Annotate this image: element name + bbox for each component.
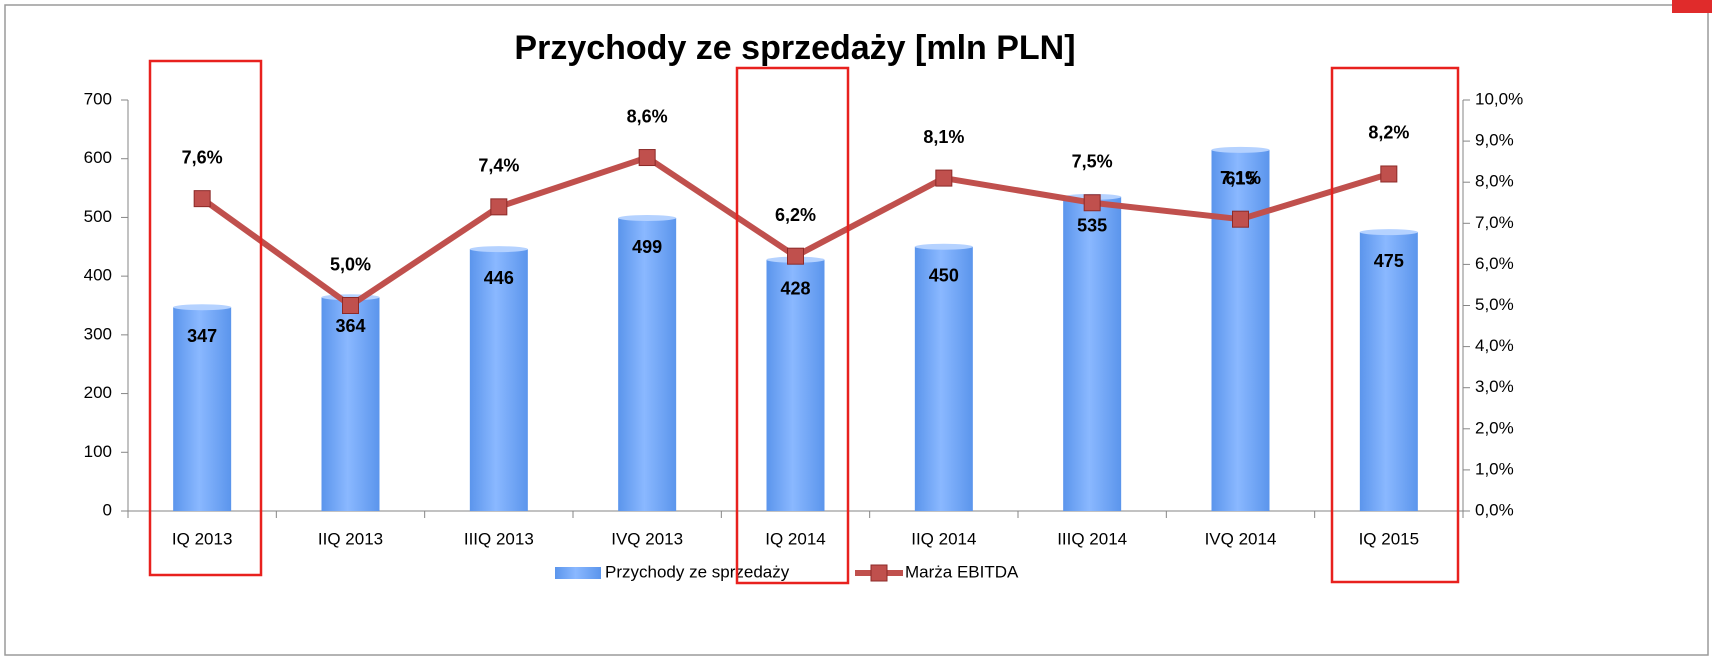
bar-cap: [1359, 229, 1418, 236]
bar-cap: [618, 215, 677, 222]
bar-value-label: 428: [780, 278, 810, 298]
legend-label: Przychody ze sprzedaży: [605, 562, 790, 581]
legend-label: Marża EBITDA: [905, 562, 1019, 581]
line-value-label: 7,1%: [1220, 168, 1261, 188]
line-value-label: 7,4%: [478, 156, 519, 176]
corner-tag: [1672, 0, 1712, 13]
line-value-label: 7,6%: [182, 147, 223, 167]
x-tick-label: IQ 2014: [765, 529, 826, 548]
bar: [321, 297, 380, 511]
bar-value-label: 347: [187, 326, 217, 346]
line-value-label: 7,5%: [1072, 152, 1113, 172]
y2-tick-label: 4,0%: [1475, 336, 1514, 355]
y2-tick-label: 1,0%: [1475, 459, 1514, 478]
line-marker: [193, 190, 211, 208]
x-tick-label: IIQ 2014: [911, 529, 976, 548]
plot: 0 100 200 300 400 500 600 700 0,0% 1,0% 2,0% 3,0% 4,…: [84, 89, 1523, 582]
y-tick-label: 700: [84, 89, 112, 108]
bar-value-label: 450: [929, 266, 959, 286]
bar: [1359, 232, 1418, 511]
y2-tick-label: 2,0%: [1475, 418, 1514, 437]
y-tick-label: 500: [84, 207, 112, 226]
x-tick-label: IIQ 2013: [318, 529, 383, 548]
line-marker: [1232, 210, 1249, 228]
x-tick-label: IVQ 2014: [1205, 529, 1277, 548]
line-marker: [638, 149, 656, 167]
bar: [766, 259, 825, 511]
line-marker: [935, 169, 953, 187]
x-tick-label: IVQ 2013: [611, 529, 683, 548]
y-tick-label: 300: [84, 324, 112, 343]
legend-marker: [870, 564, 888, 582]
chart-title: Przychody ze sprzedaży [mln PLN]: [514, 29, 1075, 67]
bar: [1063, 196, 1122, 511]
y-tick-label: 400: [84, 266, 112, 285]
y2-tick-label: 3,0%: [1475, 377, 1514, 396]
line-marker: [787, 247, 804, 265]
x-tick-label: IQ 2015: [1359, 529, 1420, 548]
bar: [1211, 149, 1270, 511]
y2-tick-label: 9,0%: [1475, 131, 1514, 150]
x-tick-label: IIIQ 2014: [1057, 529, 1127, 548]
line-value-label: 5,0%: [330, 254, 371, 274]
bar: [469, 249, 528, 512]
highlight-box: [148, 59, 263, 577]
bar-cap: [469, 246, 528, 253]
y-tick-label: 100: [84, 442, 112, 461]
y2-tick-label: 6,0%: [1475, 254, 1514, 273]
line-value-label: 8,6%: [627, 106, 668, 126]
bar-cap: [1211, 146, 1270, 153]
bar-value-label: 535: [1077, 216, 1107, 236]
y-tick-label: 200: [84, 383, 112, 402]
x-tick-label: IIIQ 2013: [464, 529, 534, 548]
line-marker: [1083, 194, 1101, 212]
y-tick-label: 600: [84, 148, 112, 167]
bar-value-label: 364: [335, 316, 365, 336]
bar-value-label: 446: [484, 268, 514, 288]
y2-tick-label: 8,0%: [1475, 172, 1514, 191]
y-tick-label: 0: [103, 500, 112, 519]
legend-swatch: [555, 567, 601, 579]
highlight-box: [735, 66, 850, 585]
y2-tick-label: 7,0%: [1475, 213, 1514, 232]
line-value-label: 8,1%: [923, 127, 964, 147]
y2-tick-label: 0,0%: [1475, 500, 1514, 519]
y2-tick-label: 10,0%: [1475, 89, 1523, 108]
bar-value-label: 499: [632, 237, 662, 257]
line-marker: [342, 297, 359, 314]
highlight-box: [1330, 66, 1460, 584]
bar-cap: [914, 243, 973, 250]
bar-value-label: 475: [1374, 251, 1404, 271]
bar: [914, 246, 973, 512]
line-value-label: 8,2%: [1368, 123, 1409, 143]
bar-cap: [173, 304, 232, 311]
bar-value-label: 615: [1225, 169, 1255, 189]
bar: [173, 307, 232, 511]
x-tick-label: IQ 2013: [172, 529, 233, 548]
frame: [4, 4, 1709, 656]
y2-tick-label: 5,0%: [1475, 295, 1514, 314]
line-marker: [1380, 165, 1398, 183]
bar: [618, 218, 677, 511]
line-marker: [490, 198, 508, 216]
line-value-label: 6,2%: [775, 205, 816, 225]
